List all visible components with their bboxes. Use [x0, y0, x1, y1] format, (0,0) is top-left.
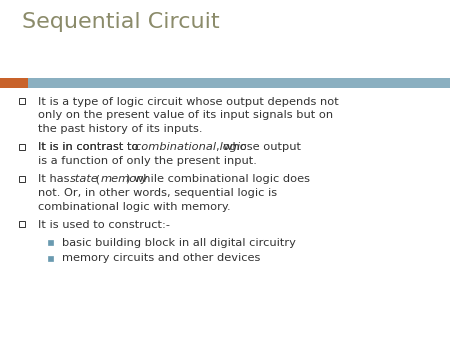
Text: basic building block in all digital circuitry: basic building block in all digital circ…	[62, 238, 296, 247]
Text: It is used to construct:-: It is used to construct:-	[38, 220, 170, 230]
Bar	[28, 78, 450, 88]
Text: , whose output: , whose output	[216, 143, 301, 152]
Bar	[48, 240, 53, 245]
Text: It is in contrast to: It is in contrast to	[38, 143, 142, 152]
Text: (: (	[92, 174, 100, 185]
Text: It is in contrast to: It is in contrast to	[38, 143, 142, 152]
Bar	[19, 98, 25, 104]
Bar	[0, 78, 28, 88]
Bar	[48, 256, 53, 261]
Text: Sequential Circuit: Sequential Circuit	[22, 12, 220, 32]
Text: combinational logic with memory.: combinational logic with memory.	[38, 201, 230, 212]
Text: state: state	[70, 174, 99, 185]
Text: It has: It has	[38, 174, 73, 185]
Text: memory circuits and other devices: memory circuits and other devices	[62, 253, 261, 263]
Text: memory: memory	[101, 174, 148, 185]
Text: is a function of only the present input.: is a function of only the present input.	[38, 156, 257, 166]
Text: the past history of its inputs.: the past history of its inputs.	[38, 124, 202, 134]
Text: It is in contrast to ​combinational logic: It is in contrast to ​combinational logi…	[38, 143, 253, 152]
Text: It is a type of logic circuit whose output depends not: It is a type of logic circuit whose outp…	[38, 97, 339, 107]
Text: ) while combinational logic does: ) while combinational logic does	[126, 174, 310, 185]
Text: not. Or, in other words, sequential logic is: not. Or, in other words, sequential logi…	[38, 188, 277, 198]
Bar	[19, 175, 25, 182]
Bar	[19, 221, 25, 227]
Text: combinational logic: combinational logic	[135, 143, 247, 152]
Bar	[19, 144, 25, 149]
Text: only on the present value of its input signals but on: only on the present value of its input s…	[38, 111, 333, 121]
